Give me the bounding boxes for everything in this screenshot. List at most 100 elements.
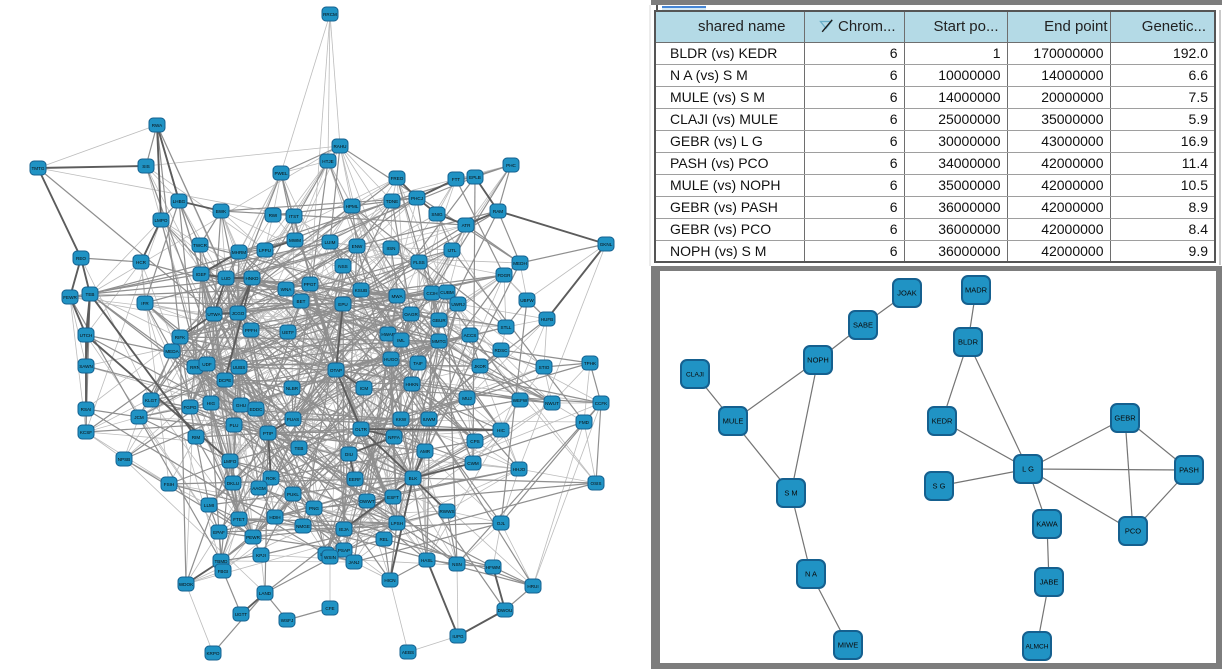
svg-text:PUAS: PUAS — [287, 417, 300, 422]
svg-text:NLBR: NLBR — [286, 386, 299, 391]
svg-text:HICN: HICN — [384, 578, 395, 583]
svg-text:FEWR: FEWR — [63, 295, 77, 300]
svg-text:GEBR: GEBR — [1114, 414, 1136, 423]
svg-text:MEDA: MEDA — [165, 349, 179, 354]
svg-text:RDSC: RDSC — [494, 348, 508, 353]
svg-text:HFWM: HFWM — [486, 565, 500, 570]
svg-text:REO: REO — [76, 256, 86, 261]
svg-text:BWK: BWK — [216, 209, 227, 214]
svg-text:HPML: HPML — [346, 204, 359, 209]
svg-text:KSUB: KSUB — [355, 288, 368, 293]
svg-text:SAWN: SAWN — [79, 364, 93, 369]
svg-text:BLK: BLK — [409, 476, 419, 481]
svg-text:WDOK: WDOK — [179, 582, 194, 587]
svg-text:HASL: HASL — [421, 558, 433, 563]
svg-text:LUD: LUD — [221, 276, 231, 281]
svg-text:UUBS: UUBS — [233, 365, 246, 370]
svg-text:IML: IML — [397, 338, 405, 343]
svg-text:FDGR: FDGR — [497, 273, 511, 278]
svg-text:PHCJ: PHCJ — [411, 196, 423, 201]
svg-text:EPAF: EPAF — [213, 530, 225, 535]
svg-text:LLMI: LLMI — [204, 503, 214, 508]
svg-text:OSIS: OSIS — [591, 481, 602, 486]
svg-text:NWUT: NWUT — [545, 401, 559, 406]
svg-text:IUWM: IUWM — [423, 417, 436, 422]
svg-text:CLAJI: CLAJI — [686, 372, 704, 379]
svg-text:ESFT: ESFT — [387, 495, 399, 500]
svg-text:WEFW: WEFW — [513, 398, 528, 403]
svg-text:HRUI: HRUI — [527, 584, 538, 589]
svg-text:LAND: LAND — [259, 591, 272, 596]
svg-text:PUKL: PUKL — [287, 492, 299, 497]
svg-text:OAGR: OAGR — [404, 312, 418, 317]
svg-text:WNA: WNA — [281, 287, 293, 292]
svg-text:UWRJ: UWRJ — [451, 302, 464, 307]
svg-text:BLDR: BLDR — [958, 338, 979, 347]
svg-text:AEBS: AEBS — [402, 650, 414, 655]
svg-text:LHBG: LHBG — [173, 199, 186, 204]
svg-text:BET: BET — [297, 299, 306, 304]
svg-text:FGPG: FGPG — [183, 405, 196, 410]
svg-text:TMTG: TMTG — [31, 166, 44, 171]
svg-text:UBFW: UBFW — [520, 298, 534, 303]
svg-text:MMTG: MMTG — [432, 339, 446, 344]
svg-text:NMGE: NMGE — [296, 524, 310, 529]
svg-text:STIO: STIO — [539, 365, 550, 370]
svg-text:REL: REL — [380, 537, 389, 542]
svg-text:NSN: NSN — [452, 562, 462, 567]
svg-text:HDIH: HDIH — [269, 515, 280, 520]
svg-text:FLSS: FLSS — [413, 260, 425, 265]
svg-text:NOPH: NOPH — [807, 356, 829, 365]
svg-text:HHKN: HHKN — [405, 382, 418, 387]
svg-text:LMPO: LMPO — [154, 218, 167, 223]
svg-text:OJL: OJL — [497, 521, 506, 526]
svg-text:RWWS: RWWS — [440, 509, 455, 514]
svg-text:AAGM: AAGM — [252, 486, 266, 491]
svg-text:OLTR: OLTR — [355, 427, 368, 432]
svg-text:TDNE: TDNE — [386, 199, 399, 204]
svg-text:CCIH: CCIH — [426, 291, 437, 296]
svg-text:OTAP: OTAP — [330, 368, 342, 373]
svg-text:S G: S G — [933, 482, 946, 491]
svg-text:HCR: HCR — [136, 260, 147, 265]
svg-text:FREO: FREO — [391, 176, 404, 181]
svg-text:UETF: UETF — [282, 330, 294, 335]
svg-text:RIM: RIM — [192, 435, 201, 440]
svg-text:RRCM: RRCM — [323, 12, 337, 17]
svg-text:MHRM: MHRM — [232, 250, 246, 255]
svg-text:EPU: EPU — [338, 302, 347, 307]
svg-text:IUPG: IUPG — [452, 634, 464, 639]
svg-text:IISN: IISN — [387, 246, 396, 251]
svg-text:SNIG: SNIG — [431, 212, 443, 217]
svg-text:DCPE: DCPE — [219, 378, 232, 383]
svg-text:LPPU: LPPU — [259, 248, 271, 253]
svg-text:HIG: HIG — [207, 401, 216, 406]
svg-text:GHU: GHU — [236, 403, 246, 408]
svg-text:HHJO: HHJO — [513, 467, 526, 472]
svg-text:KEDR: KEDR — [932, 417, 953, 426]
svg-text:IJTL: IJTL — [448, 248, 457, 253]
svg-text:EPLB: EPLB — [469, 175, 481, 180]
svg-text:HTJE: HTJE — [322, 159, 333, 164]
svg-text:ATR: ATR — [462, 223, 472, 228]
svg-text:L G: L G — [1022, 465, 1034, 474]
svg-text:ACCS: ACCS — [464, 333, 477, 338]
svg-text:CCFK: CCFK — [595, 401, 608, 406]
svg-text:FTT: FTT — [452, 177, 461, 182]
svg-text:IGEF: IGEF — [196, 272, 207, 277]
svg-text:JCM: JCM — [134, 415, 144, 420]
svg-text:ENW: ENW — [352, 244, 363, 249]
svg-text:PNG: PNG — [309, 506, 319, 511]
svg-text:KKW: KKW — [396, 417, 407, 422]
svg-text:JABE: JABE — [1040, 578, 1059, 587]
svg-text:PASH: PASH — [1179, 466, 1199, 475]
svg-text:SABE: SABE — [853, 321, 873, 330]
svg-text:CPS: CPS — [470, 439, 479, 444]
svg-text:MEDH: MEDH — [513, 261, 527, 266]
svg-text:DIU: DIU — [345, 452, 353, 457]
svg-text:KAWA: KAWA — [1036, 520, 1058, 529]
svg-text:OWWT: OWWT — [359, 499, 374, 504]
svg-text:TEB: TEB — [295, 446, 304, 451]
svg-text:TBMD: TBMD — [214, 559, 228, 564]
svg-text:PCO: PCO — [1125, 527, 1141, 536]
